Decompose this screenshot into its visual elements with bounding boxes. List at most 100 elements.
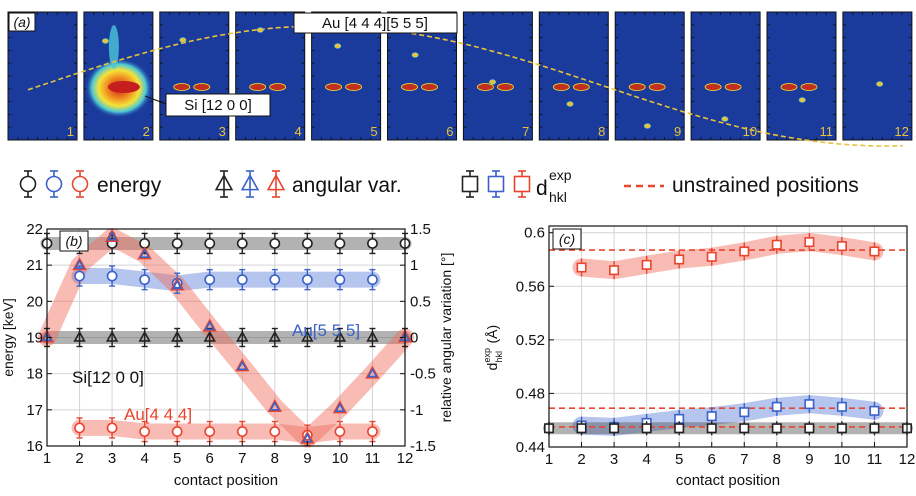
au-spot <box>566 101 574 107</box>
data-point-circle-red <box>269 426 281 437</box>
data-point-circle-black <box>334 238 346 249</box>
frame-background <box>766 11 837 141</box>
si-spot <box>800 83 818 91</box>
si-annotation-box <box>165 93 271 117</box>
data-point-triangle-red <box>235 358 250 372</box>
si-spot <box>421 83 438 91</box>
au-spot <box>489 79 497 85</box>
data-point-square-red <box>576 262 587 273</box>
energy-band-red <box>71 419 381 444</box>
x-tick-label: 1 <box>545 451 553 468</box>
data-point-square-blue <box>706 411 717 422</box>
legend-d-subscript: hkl <box>549 189 567 205</box>
x-tick-label: 4 <box>140 450 148 467</box>
frame-number: 5 <box>370 124 377 139</box>
detector-frame-3: 3 <box>159 11 230 141</box>
x-tick-label: 10 <box>834 451 851 468</box>
data-point-triangle-red <box>137 246 152 260</box>
y-axis-label-sup: exp <box>482 348 492 363</box>
au-spot <box>721 116 729 122</box>
frame-background <box>235 11 306 141</box>
x-tick-label: 12 <box>397 450 414 467</box>
data-point-circle-blue <box>74 270 85 282</box>
legend-energy-label: energy <box>97 174 162 197</box>
si-spot <box>572 83 590 91</box>
data-point-triangle-blue <box>334 402 346 413</box>
legend-energy-black-marker <box>19 175 37 193</box>
panel-a-label: (a) <box>13 14 30 30</box>
detector-frame-11: 11 <box>766 11 837 141</box>
y-tick-label-right: 1.5 <box>410 221 431 238</box>
data-point-triangle-red <box>365 365 380 379</box>
data-point-square-red <box>804 237 815 248</box>
data-point-circle-blue <box>139 274 151 286</box>
si-spot <box>648 83 666 91</box>
au-spot <box>179 37 187 43</box>
au-spot <box>101 38 109 44</box>
legend-d-black-marker <box>461 175 479 193</box>
si-spot <box>325 83 343 91</box>
data-point-triangle-red <box>202 318 217 332</box>
y-tick-label-left: 22 <box>26 221 43 238</box>
legend-angular-red-marker <box>266 173 286 191</box>
data-point-circle-blue <box>301 274 313 286</box>
data-point-triangle-blue <box>74 259 85 269</box>
si-annotation: Si [12 0 0] <box>184 97 252 114</box>
si-spot <box>780 83 798 91</box>
data-point-circle-black <box>367 238 378 249</box>
y-tick-label-right: -1.5 <box>410 438 436 455</box>
frame-number: 7 <box>522 124 529 139</box>
data-point-triangle-black <box>203 330 216 342</box>
detector-frame-4: 4 <box>235 11 306 141</box>
series-label-si: Si[12 0 0] <box>72 368 144 387</box>
frame-number: 12 <box>894 124 908 139</box>
y-tick-label-left: 16 <box>26 438 43 455</box>
data-point-circle-red <box>334 426 346 437</box>
detector-frame-2: 2 <box>83 11 154 141</box>
data-point-square-red <box>836 241 847 252</box>
data-point-triangle-black <box>333 330 347 342</box>
x-tick-label: 10 <box>332 450 349 467</box>
data-point-circle-red <box>106 422 118 434</box>
x-tick-label: 2 <box>75 450 83 467</box>
y-axis-label-sub: hkl <box>494 351 504 363</box>
data-point-square-red <box>674 254 685 265</box>
data-point-triangle-black <box>236 330 249 342</box>
energy-band-blue <box>71 268 381 292</box>
data-point-square-blue <box>836 401 847 412</box>
data-point-triangle-black <box>138 330 151 342</box>
data-point-square-black <box>576 423 587 434</box>
si-spot <box>476 83 494 91</box>
frame-background <box>614 11 685 141</box>
au-spot <box>334 43 342 49</box>
data-point-triangle-black <box>73 330 86 342</box>
frame-background <box>159 11 230 141</box>
au-spot <box>643 123 651 129</box>
data-point-triangle-red <box>267 398 283 412</box>
y-tick-label-left: 21 <box>26 257 43 274</box>
detector-frame-7: 7 <box>462 11 533 141</box>
y-axis-label-d: d <box>484 363 500 371</box>
data-point-triangle-red <box>72 257 87 271</box>
frame-background <box>842 11 913 141</box>
d-band-blue <box>572 395 884 436</box>
x-tick-label: 9 <box>303 450 311 467</box>
y-tick-label: 0.6 <box>524 225 545 242</box>
data-point-circle-blue <box>367 274 378 286</box>
data-point-square-blue <box>771 401 782 412</box>
legend-d-label: d <box>536 177 548 200</box>
data-point-square-blue <box>869 405 880 416</box>
panel-c: 1 2 3 4 5 6 7 8 9 10 11 120.440.480.520.560.6contac… <box>482 225 915 489</box>
data-point-triangle-black <box>301 330 314 342</box>
series-label-au444: Au[4 4 4] <box>124 405 192 424</box>
y-tick-label-left: 20 <box>26 293 43 310</box>
legend-angular-label: angular var. <box>292 174 402 197</box>
x-tick-label: 11 <box>365 450 381 467</box>
si-spot <box>496 83 514 91</box>
data-point-triangle-black <box>366 330 379 342</box>
legend-angular-black-marker <box>214 173 234 191</box>
au-spot <box>411 52 419 58</box>
data-point-triangle-red <box>332 400 348 414</box>
au-trace-curve <box>27 25 903 147</box>
